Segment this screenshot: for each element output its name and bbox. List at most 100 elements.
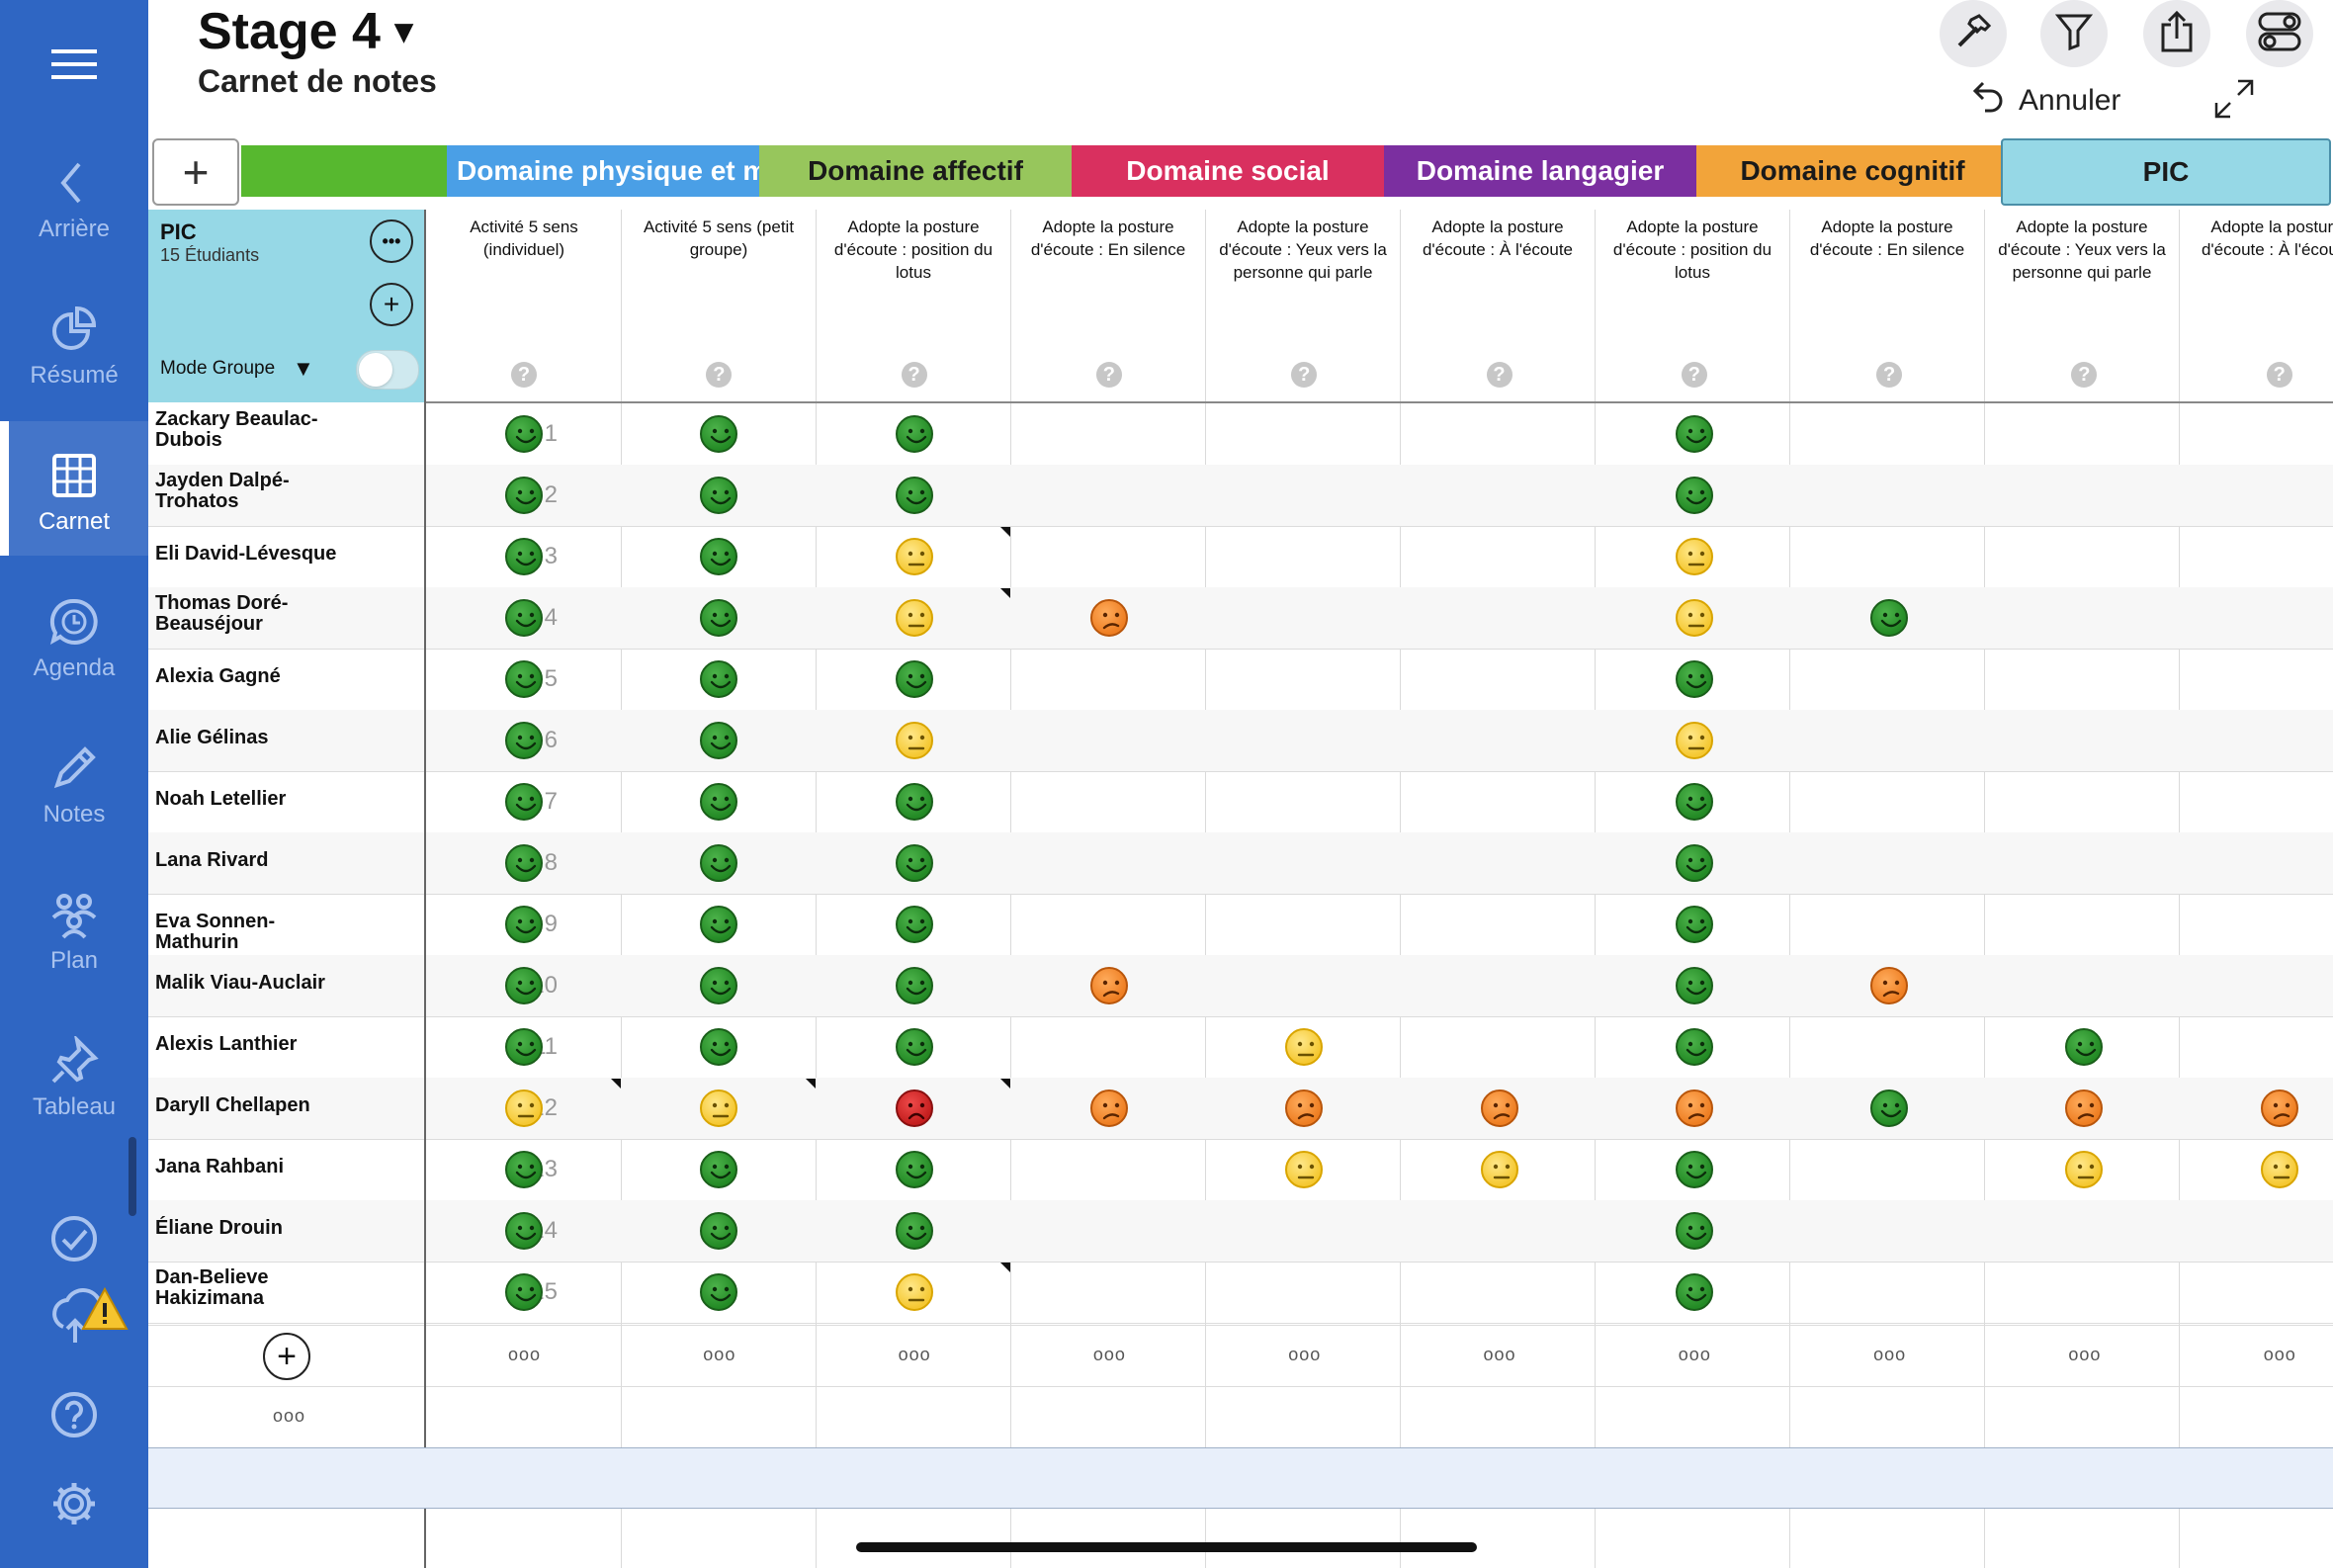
neutral-face-icon[interactable] xyxy=(505,1089,543,1127)
happy-face-icon[interactable] xyxy=(895,783,933,821)
happy-face-icon[interactable] xyxy=(700,1028,738,1066)
help-icon[interactable]: ? xyxy=(1876,362,1903,388)
column-more-button[interactable]: ooo xyxy=(2068,1345,2102,1364)
student-name[interactable]: Malik Viau-Auclair xyxy=(155,972,325,994)
mode-dropdown-icon[interactable]: ▼ xyxy=(293,356,314,381)
happy-face-icon[interactable] xyxy=(895,967,933,1004)
student-row[interactable]: Noah Letellier 7 xyxy=(148,771,2333,833)
student-row[interactable]: Daryll Chellapen 12 xyxy=(148,1078,2333,1140)
happy-face-icon[interactable] xyxy=(700,906,738,943)
domain-tab-2[interactable]: Domaine affectif xyxy=(759,145,1072,197)
domain-tab-0[interactable] xyxy=(241,145,447,197)
neutral-face-icon[interactable] xyxy=(1480,1151,1518,1188)
happy-face-icon[interactable] xyxy=(505,906,543,943)
neutral-face-icon[interactable] xyxy=(895,1273,933,1311)
sidebar-scrollbar[interactable] xyxy=(129,1137,136,1216)
neutral-face-icon[interactable] xyxy=(1285,1151,1324,1188)
student-name[interactable]: Dan-Believe Hakizimana xyxy=(155,1266,269,1309)
help-icon[interactable]: ? xyxy=(1095,362,1122,388)
unsure-face-icon[interactable] xyxy=(2065,1089,2104,1127)
column-header[interactable]: Adopte la posture d'écoute : En silence xyxy=(1011,210,1206,348)
toggles-button[interactable] xyxy=(2246,0,2313,67)
column-more-button[interactable]: ooo xyxy=(1092,1345,1126,1364)
column-more-button[interactable]: ooo xyxy=(2263,1345,2296,1364)
column-more-button[interactable]: ooo xyxy=(1873,1345,1907,1364)
happy-face-icon[interactable] xyxy=(2065,1028,2104,1066)
happy-face-icon[interactable] xyxy=(700,1151,738,1188)
happy-face-icon[interactable] xyxy=(505,599,543,637)
student-name[interactable]: Alexis Lanthier xyxy=(155,1033,298,1055)
column-header[interactable]: Activité 5 sens (petit groupe) xyxy=(622,210,817,348)
neutral-face-icon[interactable] xyxy=(1285,1028,1324,1066)
student-row[interactable]: Lana Rivard 8 xyxy=(148,832,2333,895)
neutral-face-icon[interactable] xyxy=(2065,1151,2104,1188)
group-add-button[interactable]: + xyxy=(370,283,413,326)
cloud-warning-icon[interactable] xyxy=(45,1281,134,1355)
hammer-button[interactable] xyxy=(1940,0,2007,67)
happy-face-icon[interactable] xyxy=(1675,1151,1713,1188)
happy-face-icon[interactable] xyxy=(895,477,933,514)
happy-face-icon[interactable] xyxy=(700,538,738,575)
nav-item-notes[interactable]: Notes xyxy=(0,743,148,828)
student-row[interactable]: Thomas Doré-Beauséjour 4 xyxy=(148,587,2333,650)
column-header[interactable]: Adopte la posture d'écoute : Yeux vers l… xyxy=(1206,210,1401,348)
happy-face-icon[interactable] xyxy=(895,1151,933,1188)
student-name[interactable]: Eli David-Lévesque xyxy=(155,543,337,565)
student-name[interactable]: Thomas Doré-Beauséjour xyxy=(155,592,289,635)
neutral-face-icon[interactable] xyxy=(1675,722,1713,759)
student-name[interactable]: Jayden Dalpé-Trohatos xyxy=(155,470,290,512)
column-header[interactable]: Adopte la posture d'écoute : Yeux vers l… xyxy=(1985,210,2180,348)
student-row[interactable]: Alie Gélinas 6 xyxy=(148,710,2333,772)
neutral-face-icon[interactable] xyxy=(895,599,933,637)
student-name[interactable]: Alexia Gagné xyxy=(155,665,281,687)
happy-face-icon[interactable] xyxy=(1675,844,1713,882)
happy-face-icon[interactable] xyxy=(1675,1212,1713,1250)
help-icon[interactable]: ? xyxy=(2071,362,2098,388)
student-name[interactable]: Éliane Drouin xyxy=(155,1217,283,1239)
help-circle-icon[interactable] xyxy=(49,1390,99,1444)
share-button[interactable] xyxy=(2143,0,2210,67)
filter-button[interactable] xyxy=(2040,0,2108,67)
student-name[interactable]: Jana Rahbani xyxy=(155,1156,285,1177)
happy-face-icon[interactable] xyxy=(700,722,738,759)
happy-face-icon[interactable] xyxy=(700,599,738,637)
happy-face-icon[interactable] xyxy=(1675,660,1713,698)
happy-face-icon[interactable] xyxy=(505,477,543,514)
happy-face-icon[interactable] xyxy=(895,415,933,453)
nav-item-resume[interactable]: Résumé xyxy=(0,305,148,390)
student-row[interactable]: Eli David-Lévesque 3 xyxy=(148,526,2333,588)
column-more-button[interactable]: ooo xyxy=(1678,1345,1711,1364)
unsure-face-icon[interactable] xyxy=(1480,1089,1518,1127)
happy-face-icon[interactable] xyxy=(700,660,738,698)
happy-face-icon[interactable] xyxy=(1675,1028,1713,1066)
add-domain-button[interactable]: + xyxy=(152,138,239,206)
happy-face-icon[interactable] xyxy=(895,660,933,698)
neutral-face-icon[interactable] xyxy=(895,538,933,575)
title-caret-icon[interactable]: ▾ xyxy=(394,10,413,50)
expand-icon[interactable] xyxy=(2212,77,2256,126)
domain-tab-1[interactable]: Domaine physique et m xyxy=(447,145,759,197)
happy-face-icon[interactable] xyxy=(700,1212,738,1250)
more-rows-button[interactable]: ooo xyxy=(273,1406,306,1426)
column-header[interactable]: Adopte la posture d'écoute : À l'écoute xyxy=(2180,210,2333,348)
happy-face-icon[interactable] xyxy=(505,722,543,759)
neutral-face-icon[interactable] xyxy=(1675,599,1713,637)
student-row[interactable]: Zackary Beaulac-Dubois 1 xyxy=(148,403,2333,466)
nav-item-arriere[interactable]: Arrière xyxy=(0,158,148,243)
happy-face-icon[interactable] xyxy=(1870,599,1909,637)
student-name[interactable]: Daryll Chellapen xyxy=(155,1094,310,1116)
happy-face-icon[interactable] xyxy=(895,1028,933,1066)
unsure-face-icon[interactable] xyxy=(1089,599,1128,637)
neutral-face-icon[interactable] xyxy=(700,1089,738,1127)
check-circle-icon[interactable] xyxy=(49,1214,99,1268)
unsure-face-icon[interactable] xyxy=(1675,1089,1713,1127)
nav-item-plan[interactable]: Plan xyxy=(0,890,148,975)
happy-face-icon[interactable] xyxy=(1675,415,1713,453)
help-icon[interactable]: ? xyxy=(901,362,927,388)
happy-face-icon[interactable] xyxy=(505,1151,543,1188)
domain-tab-5[interactable]: Domaine cognitif xyxy=(1696,145,2009,197)
column-more-button[interactable]: ooo xyxy=(508,1345,542,1364)
unsure-face-icon[interactable] xyxy=(1285,1089,1324,1127)
column-more-button[interactable]: ooo xyxy=(898,1345,931,1364)
help-icon[interactable]: ? xyxy=(1681,362,1707,388)
